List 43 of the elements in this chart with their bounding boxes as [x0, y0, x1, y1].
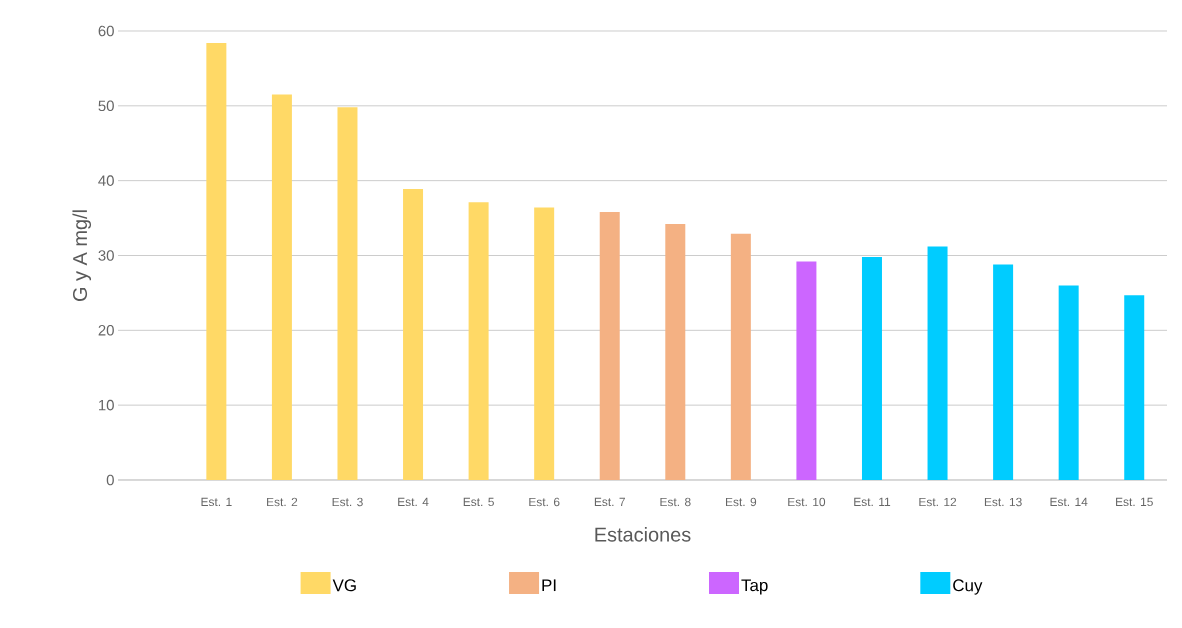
x-tick-label: Est. 10 — [788, 497, 826, 507]
x-tick-label: Est. 12 — [919, 497, 957, 507]
x-tick-label: Est. 8 — [660, 497, 691, 507]
bar — [534, 207, 555, 480]
x-tick-label: Est. 4 — [398, 497, 429, 507]
bar — [1124, 295, 1145, 480]
y-axis-title: G y A mg/l — [72, 210, 92, 301]
bar — [337, 107, 358, 480]
x-tick-label: Est. 15 — [1116, 497, 1153, 507]
bar — [796, 261, 817, 480]
legend-label: PI — [542, 579, 556, 592]
x-axis-title: Estaciones — [595, 527, 691, 542]
legend-label: VG — [332, 579, 356, 592]
x-tick-label: Est. 1 — [201, 497, 232, 507]
x-tick-label: Est. 11 — [854, 497, 891, 507]
bar — [271, 94, 292, 480]
bar — [599, 212, 620, 480]
y-tick-label: 30 — [98, 250, 114, 261]
bar — [665, 224, 686, 480]
y-tick-label: 60 — [98, 25, 114, 37]
x-tick-label: Est. 9 — [726, 497, 757, 507]
y-tick-label: 40 — [98, 175, 114, 186]
y-tick-label: 10 — [99, 399, 114, 411]
y-tick-label: 0 — [106, 474, 114, 486]
bar — [468, 202, 489, 480]
legend-label: Cuy — [953, 579, 983, 595]
bar — [861, 256, 882, 480]
y-tick-label: 20 — [98, 325, 114, 336]
x-tick-label: Est. 7 — [594, 497, 625, 507]
x-tick-label: Est. 2 — [267, 497, 298, 507]
bar — [206, 42, 227, 480]
bar — [730, 233, 751, 480]
bar — [1058, 285, 1079, 480]
y-tick-label: 50 — [98, 100, 114, 112]
bar — [927, 246, 948, 480]
x-tick-label: Est. 14 — [1050, 497, 1088, 507]
bar — [993, 264, 1014, 480]
x-tick-label: Est. 5 — [463, 497, 494, 507]
bar — [403, 188, 424, 480]
x-tick-label: Est. 13 — [984, 497, 1022, 507]
legend-label: Tap — [741, 579, 768, 595]
x-tick-label: Est. 6 — [529, 497, 560, 507]
x-tick-label: Est. 3 — [332, 497, 363, 507]
